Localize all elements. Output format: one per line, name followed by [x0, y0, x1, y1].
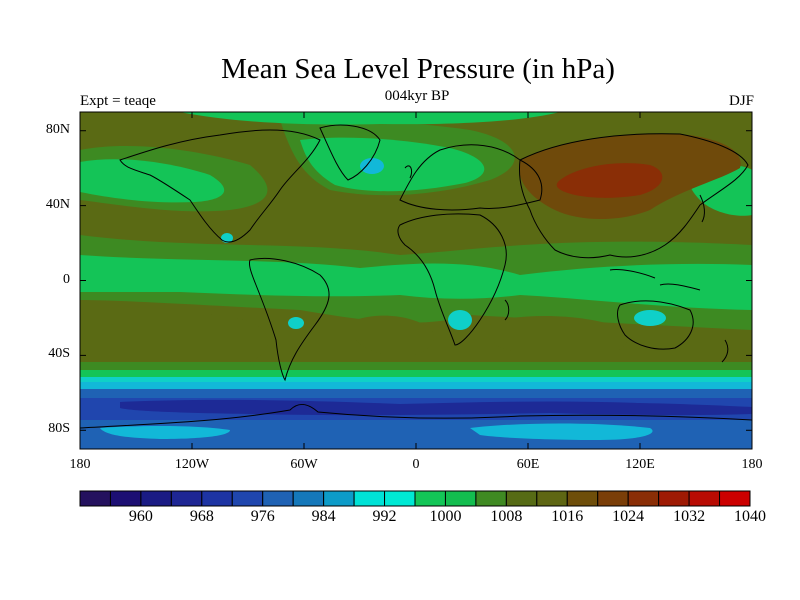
- lon-label: 120W: [174, 457, 210, 472]
- lat-label: 80S: [48, 421, 70, 437]
- southern-984-ring: [80, 389, 752, 399]
- colorbar-swatch: [505, 490, 538, 507]
- indonesia-coast: [609, 269, 701, 291]
- south-africa-low: [448, 310, 472, 330]
- colorbar-swatch: [292, 490, 325, 507]
- uk-coast: [404, 165, 413, 179]
- colorbar-swatch: [475, 490, 507, 507]
- colorbar-swatch: [597, 490, 629, 507]
- greenland-coast: [319, 124, 381, 181]
- colorbar-swatch: [414, 490, 446, 507]
- colorbar-tick-label: 1016: [551, 508, 584, 525]
- lon-label: 0: [412, 457, 420, 472]
- australia-coast: [617, 300, 694, 350]
- colorbar-swatch: [719, 490, 751, 507]
- north-pacific-1008: [80, 159, 225, 203]
- colorbar-swatch: [384, 490, 416, 507]
- antarctica-992-patch-2: [100, 425, 230, 439]
- southern-992-ring: [80, 382, 752, 390]
- circumpolar-trough-968: [120, 399, 752, 416]
- colorbar-tick-label: 1032: [673, 508, 706, 525]
- europe-coast: [399, 144, 543, 211]
- africa-coast: [397, 213, 507, 346]
- colorbar-swatch: [109, 490, 142, 507]
- colorbar-swatch: [658, 490, 690, 507]
- colorbar-tick-label: 976: [250, 508, 275, 525]
- colorbar-swatch: [627, 490, 660, 507]
- colorbar-tick-label: 1000: [429, 508, 462, 525]
- lon-label: 60W: [290, 457, 318, 472]
- lat-label: 40N: [45, 196, 70, 212]
- colorbar-tick-label: 1040: [734, 508, 766, 525]
- colorbar: [79, 490, 751, 507]
- chart-title: Mean Sea Level Pressure (in hPa): [221, 53, 615, 85]
- axis-ticks: [79, 112, 753, 449]
- colorbar-swatch: [231, 490, 264, 507]
- japan-coast: [699, 194, 705, 223]
- period-label: 004kyr BP: [384, 88, 450, 104]
- southern-1000-ring: [80, 377, 752, 383]
- south-pacific-high: [80, 310, 269, 368]
- lat-label: 40S: [48, 346, 70, 362]
- arctic-1008: [180, 112, 560, 125]
- colorbar-tick-label: 960: [128, 508, 153, 525]
- lat-label: 80N: [45, 121, 70, 137]
- lon-label: 60E: [516, 457, 540, 472]
- siberian-high-1032: [556, 163, 663, 198]
- colorbar-swatch: [444, 490, 477, 507]
- colorbar-swatch: [140, 490, 172, 507]
- colorbar-tick-label: 984: [311, 508, 336, 525]
- southern-1008-ring: [80, 370, 752, 378]
- colorbar-tick-label: 968: [189, 508, 214, 525]
- colorbar-swatch: [566, 490, 599, 507]
- colorbar-swatch: [262, 490, 294, 507]
- colorbar-swatch: [79, 490, 111, 507]
- colorbar-tick-label: 1008: [490, 508, 523, 525]
- north-america-coast: [119, 129, 321, 243]
- australia-low: [634, 310, 666, 326]
- colorbar-tick-label: 992: [372, 508, 397, 525]
- indian-ocean-high: [490, 316, 628, 358]
- south-america-low: [288, 317, 304, 329]
- madagascar-coast: [504, 299, 510, 321]
- colorbar-swatch: [170, 490, 203, 507]
- iceland-low: [360, 158, 384, 174]
- pressure-field: [80, 112, 752, 449]
- lat-label: 0: [63, 271, 70, 287]
- asia-coast: [519, 133, 749, 259]
- colorbar-swatch: [536, 490, 568, 507]
- lon-label: 120E: [625, 457, 655, 472]
- new-zealand-coast: [721, 339, 729, 363]
- coastlines: [80, 124, 752, 429]
- antarctica-992-patch: [470, 423, 653, 440]
- colorbar-tick-label: 1024: [612, 508, 645, 525]
- south-america-coast: [249, 257, 330, 382]
- lon-label: 180: [69, 457, 91, 472]
- experiment-label: Expt = teaqe: [80, 93, 156, 109]
- southern-1012-ring: [80, 362, 752, 372]
- antarctica-coast: [80, 403, 752, 429]
- colorbar-swatch: [353, 490, 386, 507]
- colorbar-swatch: [323, 490, 355, 507]
- equatorial-1008-band: [80, 255, 752, 310]
- colorbar-swatch: [201, 490, 233, 507]
- season-label: DJF: [728, 93, 754, 109]
- lon-label: 180: [741, 457, 763, 472]
- south-atlantic-high: [355, 315, 434, 357]
- colorbar-swatch: [688, 490, 721, 507]
